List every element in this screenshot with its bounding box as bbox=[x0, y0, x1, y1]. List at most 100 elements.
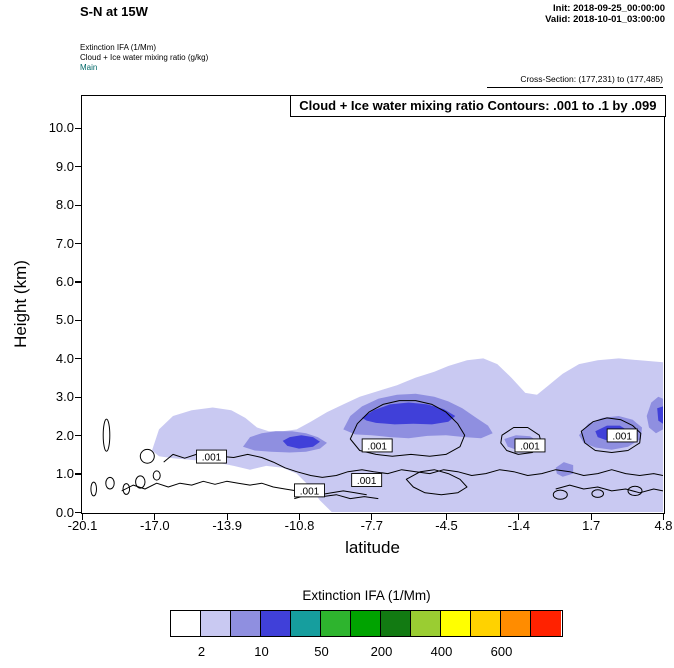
colorbar-tick-label: 10 bbox=[254, 644, 269, 659]
y-tick-mark bbox=[75, 281, 82, 283]
contour-loop bbox=[105, 476, 115, 490]
x-tick-mark bbox=[371, 514, 373, 520]
y-tick-mark bbox=[75, 396, 82, 398]
field-extinction-label: Extinction IFA (1/Mm) bbox=[80, 43, 157, 52]
contour-label-text: .001 bbox=[367, 441, 387, 452]
colorbar-title: Extinction IFA (1/Mm) bbox=[302, 588, 431, 603]
y-tick-label: 1.0 bbox=[55, 466, 74, 482]
y-tick-mark bbox=[75, 166, 82, 168]
colorbar-tick-label: 600 bbox=[490, 644, 513, 659]
contour-label-text: .001 bbox=[300, 486, 320, 497]
colorbar-tick-label: 2 bbox=[197, 644, 206, 659]
x-tick-mark bbox=[518, 514, 520, 520]
colorbar-cell bbox=[411, 611, 441, 636]
y-tick-mark bbox=[75, 511, 82, 514]
x-tick-label: -7.7 bbox=[360, 518, 384, 533]
x-tick-mark bbox=[298, 514, 301, 520]
contour-loop bbox=[152, 470, 161, 481]
fill-region bbox=[555, 462, 574, 477]
y-tick-label: 6.0 bbox=[55, 274, 74, 290]
contour-loop bbox=[135, 475, 146, 489]
x-tick-label: 4.8 bbox=[654, 518, 673, 533]
contour-label-box bbox=[514, 438, 546, 453]
contour-info-banner: Cloud + Ice water mixing ratio Contours:… bbox=[290, 94, 666, 117]
y-tick-label: 10.0 bbox=[48, 120, 74, 136]
contour-loop bbox=[552, 489, 568, 500]
y-tick-mark bbox=[75, 319, 82, 322]
contour-plot-canvas: .001 .001 .001 .001 .001 .001 bbox=[90, 358, 663, 512]
colorbar-cell bbox=[471, 611, 501, 636]
y-tick-label: 4.0 bbox=[55, 350, 74, 366]
y-tick-mark bbox=[75, 473, 82, 475]
x-tick-label: -10.8 bbox=[284, 518, 315, 533]
colorbar-cell bbox=[531, 611, 561, 636]
y-tick-mark bbox=[75, 435, 82, 437]
contour-line bbox=[405, 469, 468, 496]
field-cloud-ice-label: Cloud + Ice water mixing ratio (g/kg) bbox=[80, 53, 209, 62]
colorbar-cell bbox=[231, 611, 261, 636]
contour-line bbox=[580, 417, 642, 453]
colorbar-tick-label: 50 bbox=[314, 644, 329, 659]
colorbar-cell bbox=[501, 611, 531, 636]
contour-label-box bbox=[196, 449, 227, 464]
x-tick-mark bbox=[226, 514, 228, 520]
colorbar bbox=[170, 610, 563, 637]
x-tick-mark bbox=[81, 514, 84, 520]
x-tick-mark bbox=[154, 514, 156, 520]
x-tick-label: -1.4 bbox=[507, 518, 531, 533]
contour-loop bbox=[102, 418, 111, 452]
y-tick-label: 5.0 bbox=[55, 312, 74, 328]
colorbar-cell bbox=[321, 611, 351, 636]
y-tick-label: 9.0 bbox=[55, 158, 74, 174]
field-main-label: Main bbox=[80, 63, 98, 72]
fill-region bbox=[657, 406, 663, 424]
contour-loop bbox=[627, 485, 643, 496]
x-tick-label: -17.0 bbox=[140, 518, 170, 533]
colorbar-tick-label: 200 bbox=[370, 644, 393, 659]
cross-section-coords-label: Cross-Section: (177,231) to (177,485) bbox=[487, 74, 663, 88]
colorbar-cell bbox=[381, 611, 411, 636]
init-valid-block: Init: 2018-09-25_00:00:00 Valid: 2018-10… bbox=[545, 3, 665, 25]
y-tick-label: 7.0 bbox=[55, 235, 74, 251]
x-tick-mark bbox=[590, 514, 592, 520]
contour-loop bbox=[591, 489, 605, 498]
x-tick-label: 1.7 bbox=[582, 518, 601, 533]
init-time-label: Init: 2018-09-25_00:00:00 bbox=[553, 3, 665, 14]
x-tick-label: -13.9 bbox=[212, 518, 242, 533]
y-tick-label: 2.0 bbox=[55, 427, 74, 443]
x-tick-label: -20.1 bbox=[67, 518, 98, 533]
fill-region bbox=[362, 402, 456, 425]
contour-label-box bbox=[351, 473, 383, 487]
page-title: S-N at 15W bbox=[80, 4, 148, 19]
colorbar-cell bbox=[291, 611, 321, 636]
plot-frame: .001 .001 .001 .001 .001 .001 Cloud + Ice wat… bbox=[81, 94, 666, 514]
x-tick-label: -4.5 bbox=[435, 518, 458, 533]
y-tick-label: 3.0 bbox=[55, 389, 74, 405]
y-tick-mark bbox=[75, 127, 82, 129]
colorbar-cell bbox=[441, 611, 471, 636]
x-tick-mark bbox=[445, 514, 448, 520]
colorbar-cell bbox=[261, 611, 291, 636]
contour-loop bbox=[139, 448, 155, 464]
contour-line bbox=[163, 453, 663, 478]
y-tick-mark bbox=[75, 243, 82, 245]
colorbar-cell bbox=[171, 611, 201, 636]
contour-label-text: .001 bbox=[357, 476, 377, 487]
contour-loop bbox=[90, 481, 97, 497]
y-tick-mark bbox=[75, 204, 82, 206]
fill-region bbox=[282, 435, 320, 449]
colorbar-tick-label: 400 bbox=[430, 644, 453, 659]
contour-label-text: .001 bbox=[612, 431, 632, 442]
x-tick-mark bbox=[662, 514, 665, 520]
contour-line bbox=[349, 400, 466, 457]
contour-label-text: .001 bbox=[520, 441, 540, 452]
y-tick-label: 8.0 bbox=[55, 197, 74, 213]
y-tick-mark bbox=[75, 358, 82, 360]
y-tick-label: 0.0 bbox=[55, 504, 74, 520]
plotted-fields-list: Extinction IFA (1/Mm) Cloud + Ice water … bbox=[80, 43, 208, 73]
colorbar-cell bbox=[201, 611, 231, 636]
contour-line bbox=[121, 480, 367, 496]
contour-loop bbox=[122, 483, 131, 495]
x-axis-title: latitude bbox=[345, 538, 400, 557]
